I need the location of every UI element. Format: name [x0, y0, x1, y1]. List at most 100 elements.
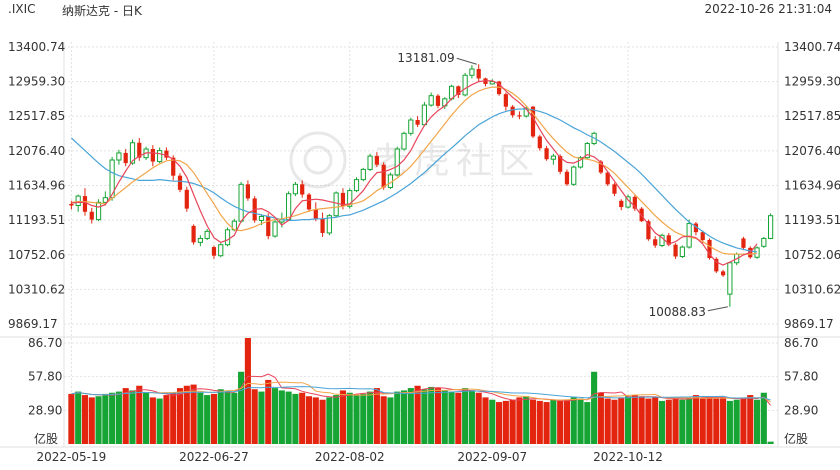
candle-body-up	[218, 244, 224, 257]
volume-unit-left: 亿股	[34, 431, 58, 446]
candle-body-down	[137, 142, 142, 158]
candle-body-down	[211, 247, 217, 256]
ma20-line	[70, 108, 758, 253]
date-tick-label: 2022-08-02	[315, 450, 385, 464]
volume-bar-down	[699, 398, 706, 444]
volume-bar-down	[502, 400, 509, 444]
volume-bar-up	[679, 399, 686, 444]
volume-bar-down	[516, 397, 523, 444]
chart-symbol: .IXIC	[8, 2, 36, 16]
candle-body-up	[469, 68, 475, 76]
candle-body-down	[605, 172, 610, 185]
chart-timestamp: 2022-10-26 21:31:04	[704, 2, 832, 16]
volume-bar-down	[265, 379, 272, 444]
candle-body-down	[82, 196, 88, 212]
candle-body-down	[714, 258, 719, 272]
candle-body-down	[435, 95, 441, 106]
volume-bar-up	[658, 400, 666, 444]
candle-body-up	[462, 74, 468, 96]
low-annotation-label: 10088.83	[649, 305, 706, 319]
candle-body-down	[374, 156, 379, 165]
volume-bar-down	[136, 385, 143, 444]
candle-body-down	[171, 157, 176, 176]
volume-bar-up	[217, 389, 224, 444]
candle-body-down	[123, 152, 128, 164]
date-tick-label: 2022-06-27	[179, 450, 249, 464]
candle-body-up	[489, 81, 495, 85]
candle-body-up	[347, 190, 353, 207]
volume-bar-down	[299, 392, 306, 444]
volume-bar-down	[747, 395, 754, 444]
volume-bar-down	[434, 388, 442, 444]
candle-body-down	[150, 149, 155, 162]
candle-body-down	[558, 156, 563, 172]
volume-bar-up	[441, 390, 448, 444]
volume-tick-label-right: 28.90	[784, 403, 818, 417]
volume-bar-down	[251, 389, 258, 444]
high-annotation-label: 13181.09	[397, 51, 454, 65]
volume-bar-down	[706, 396, 713, 444]
volume-bar-up	[428, 386, 435, 444]
price-tick-label-right: 12076.40	[784, 144, 840, 158]
volume-bar-up	[570, 397, 577, 444]
price-tick-label-left: 13400.74	[8, 40, 65, 54]
candle-body-down	[653, 239, 658, 246]
volume-bar-down	[339, 390, 346, 444]
volume-bar-down	[312, 397, 319, 444]
candle-body-down	[266, 216, 271, 237]
volume-bar-up	[624, 396, 632, 444]
ma5-line	[71, 80, 758, 266]
volume-bar-down	[482, 397, 489, 444]
high-annotation-leader	[456, 57, 477, 65]
candle-body-down	[177, 175, 183, 190]
volume-bar-down	[604, 398, 611, 444]
price-tick-label-left: 12517.85	[8, 109, 65, 123]
candle-body-up	[727, 262, 733, 295]
candle-body-up	[394, 148, 400, 176]
volume-bar-up	[285, 391, 292, 444]
candle-body-down	[700, 232, 705, 241]
candle-body-down	[184, 189, 189, 209]
volume-bar-up	[95, 396, 102, 444]
volume-bar-up	[353, 395, 360, 444]
candle-body-down	[632, 196, 637, 209]
candle-body-down	[476, 69, 481, 79]
price-tick-label-left: 12076.40	[8, 144, 65, 158]
volume-bar-up	[584, 402, 591, 444]
price-tick-label-left: 11193.51	[8, 213, 65, 227]
volume-bar-down	[618, 397, 625, 444]
candle-body-down	[191, 225, 196, 243]
volume-bar-up	[367, 391, 374, 444]
volume-bar-up	[421, 389, 428, 444]
volume-bar-up	[197, 392, 204, 444]
volume-bar-down	[163, 395, 170, 444]
volume-bar-down	[190, 384, 197, 444]
volume-tick-label-left: 28.90	[28, 403, 62, 417]
volume-tick-label-right: 86.70	[784, 336, 818, 350]
candle-body-up	[421, 104, 427, 126]
price-tick-label-right: 9869.17	[784, 317, 834, 331]
volume-bar-down	[672, 397, 679, 444]
volume-bar-down	[373, 388, 380, 444]
price-tick-label-right: 12959.30	[784, 75, 840, 89]
volume-unit-right: 亿股	[784, 431, 808, 446]
volume-bar-down	[455, 392, 462, 444]
candle-body-up	[428, 95, 434, 106]
volume-bar-up	[238, 371, 245, 444]
candle-body-down	[69, 203, 74, 206]
volume-bar-down	[210, 393, 218, 444]
candle-body-down	[693, 223, 699, 233]
price-tick-label-left: 9869.17	[8, 317, 58, 331]
candle-body-up	[326, 215, 332, 234]
volume-bar-down	[496, 402, 503, 444]
candle-body-up	[238, 183, 244, 222]
volume-bar-down	[611, 399, 618, 444]
ma10-line	[71, 86, 758, 255]
date-tick-label: 2022-10-12	[593, 450, 663, 464]
grid-layer: 13400.74 13400.74 12959.30 12959.30 12517.85…	[0, 40, 840, 464]
candle-body-down	[666, 235, 671, 245]
candle-body-up	[408, 119, 414, 134]
volume-bar-up	[129, 390, 136, 444]
volume-bar-up	[760, 392, 767, 444]
volume-bar-up	[686, 397, 693, 444]
